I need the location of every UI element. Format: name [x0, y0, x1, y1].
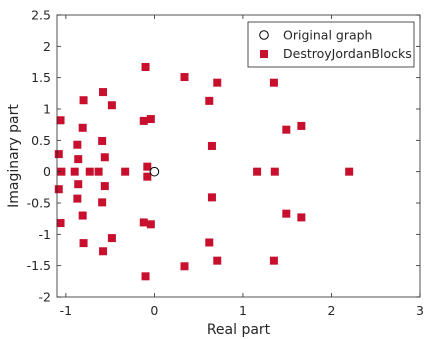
destroy-jordan-blocks-point [269, 78, 278, 87]
destroy-jordan-blocks-point [345, 167, 354, 176]
legend-label-destroy-jordan-blocks: DestroyJordanBlocks [283, 46, 412, 61]
destroy-jordan-blocks-point [57, 167, 66, 176]
destroy-jordan-blocks-point [213, 78, 222, 87]
destroy-jordan-blocks-point [54, 185, 63, 194]
y-tick-label: 0.5 [31, 133, 51, 148]
destroy-jordan-blocks-point [143, 162, 152, 171]
destroy-jordan-blocks-point [207, 193, 216, 202]
legend: Original graph DestroyJordanBlocks [247, 21, 415, 68]
destroy-jordan-blocks-point [180, 73, 189, 82]
destroy-jordan-blocks-point [139, 218, 148, 227]
destroy-jordan-blocks-point [205, 238, 214, 247]
destroy-jordan-blocks-point [297, 213, 306, 222]
y-tick-label: -0.5 [27, 196, 51, 211]
y-tick-label: 0 [43, 164, 51, 179]
destroy-jordan-blocks-point [54, 150, 63, 159]
destroy-jordan-blocks-point [78, 123, 87, 132]
destroy-jordan-blocks-point [253, 167, 262, 176]
y-axis-label: Imaginary part [6, 104, 22, 208]
destroy-jordan-blocks-point [79, 96, 88, 105]
y-tick-label: 1 [43, 102, 51, 117]
axes-box [56, 14, 421, 298]
legend-marker-destroy-jordan-blocks [260, 50, 268, 58]
destroy-jordan-blocks-point [56, 116, 65, 125]
legend-label-original-graph: Original graph [283, 28, 372, 43]
destroy-jordan-blocks-point [180, 262, 189, 271]
destroy-jordan-blocks-point [98, 136, 107, 145]
destroy-jordan-blocks-point [78, 211, 87, 220]
x-tick-label: -1 [60, 303, 72, 318]
y-tick-label: 1.5 [31, 70, 51, 85]
destroy-jordan-blocks-point [207, 141, 216, 150]
destroy-jordan-blocks-point [297, 121, 306, 130]
x-tick-label: 0 [150, 303, 158, 318]
destroy-jordan-blocks-point [213, 256, 222, 265]
x-axis-label: Real part [207, 322, 271, 338]
destroy-jordan-blocks-point [139, 116, 148, 125]
destroy-jordan-blocks-point [74, 180, 83, 189]
destroy-jordan-blocks-point [282, 125, 291, 134]
destroy-jordan-blocks-point [99, 247, 108, 256]
destroy-jordan-blocks-point [141, 63, 150, 72]
destroy-jordan-blocks-point [143, 172, 152, 181]
y-tick-label: -2 [39, 290, 51, 305]
destroy-jordan-blocks-point [146, 220, 155, 229]
destroy-jordan-blocks-point [94, 167, 103, 176]
legend-marker-original-graph [259, 30, 269, 40]
legend-box [247, 21, 415, 68]
y-tick-label: -1 [39, 227, 51, 242]
x-tick-label: 3 [416, 303, 424, 318]
destroy-jordan-blocks-point [99, 88, 108, 97]
destroy-jordan-blocks-point [79, 239, 88, 248]
destroy-jordan-blocks-point [74, 155, 83, 164]
destroy-jordan-blocks-point [205, 96, 214, 105]
destroy-jordan-blocks-point [107, 234, 116, 243]
destroy-jordan-blocks-point [269, 256, 278, 265]
destroy-jordan-blocks-point [100, 153, 109, 162]
ticks-layer: -1 0 1 2 3 -2 -1.5 -1 -0.5 0 0.5 1 1.5 2 2.5 [27, 8, 424, 319]
y-tick-label: 2 [43, 39, 51, 54]
destroy-jordan-blocks-point [100, 182, 109, 191]
original-graph-point [149, 166, 160, 177]
points-layer [54, 63, 354, 281]
destroy-jordan-blocks-point [121, 167, 130, 176]
destroy-jordan-blocks-point [282, 209, 291, 218]
destroy-jordan-blocks-point [85, 167, 94, 176]
y-tick-label: -1.5 [27, 258, 51, 273]
destroy-jordan-blocks-point [98, 198, 107, 207]
destroy-jordan-blocks-point [70, 167, 79, 176]
destroy-jordan-blocks-point [73, 140, 82, 149]
y-tick-label: 2.5 [31, 8, 51, 23]
x-tick-label: 1 [239, 303, 247, 318]
x-tick-label: 2 [327, 303, 335, 318]
destroy-jordan-blocks-point [141, 272, 150, 281]
destroy-jordan-blocks-point [146, 115, 155, 124]
destroy-jordan-blocks-point [73, 194, 82, 203]
destroy-jordan-blocks-point [107, 101, 116, 110]
destroy-jordan-blocks-point [270, 167, 279, 176]
destroy-jordan-blocks-point [56, 219, 65, 228]
